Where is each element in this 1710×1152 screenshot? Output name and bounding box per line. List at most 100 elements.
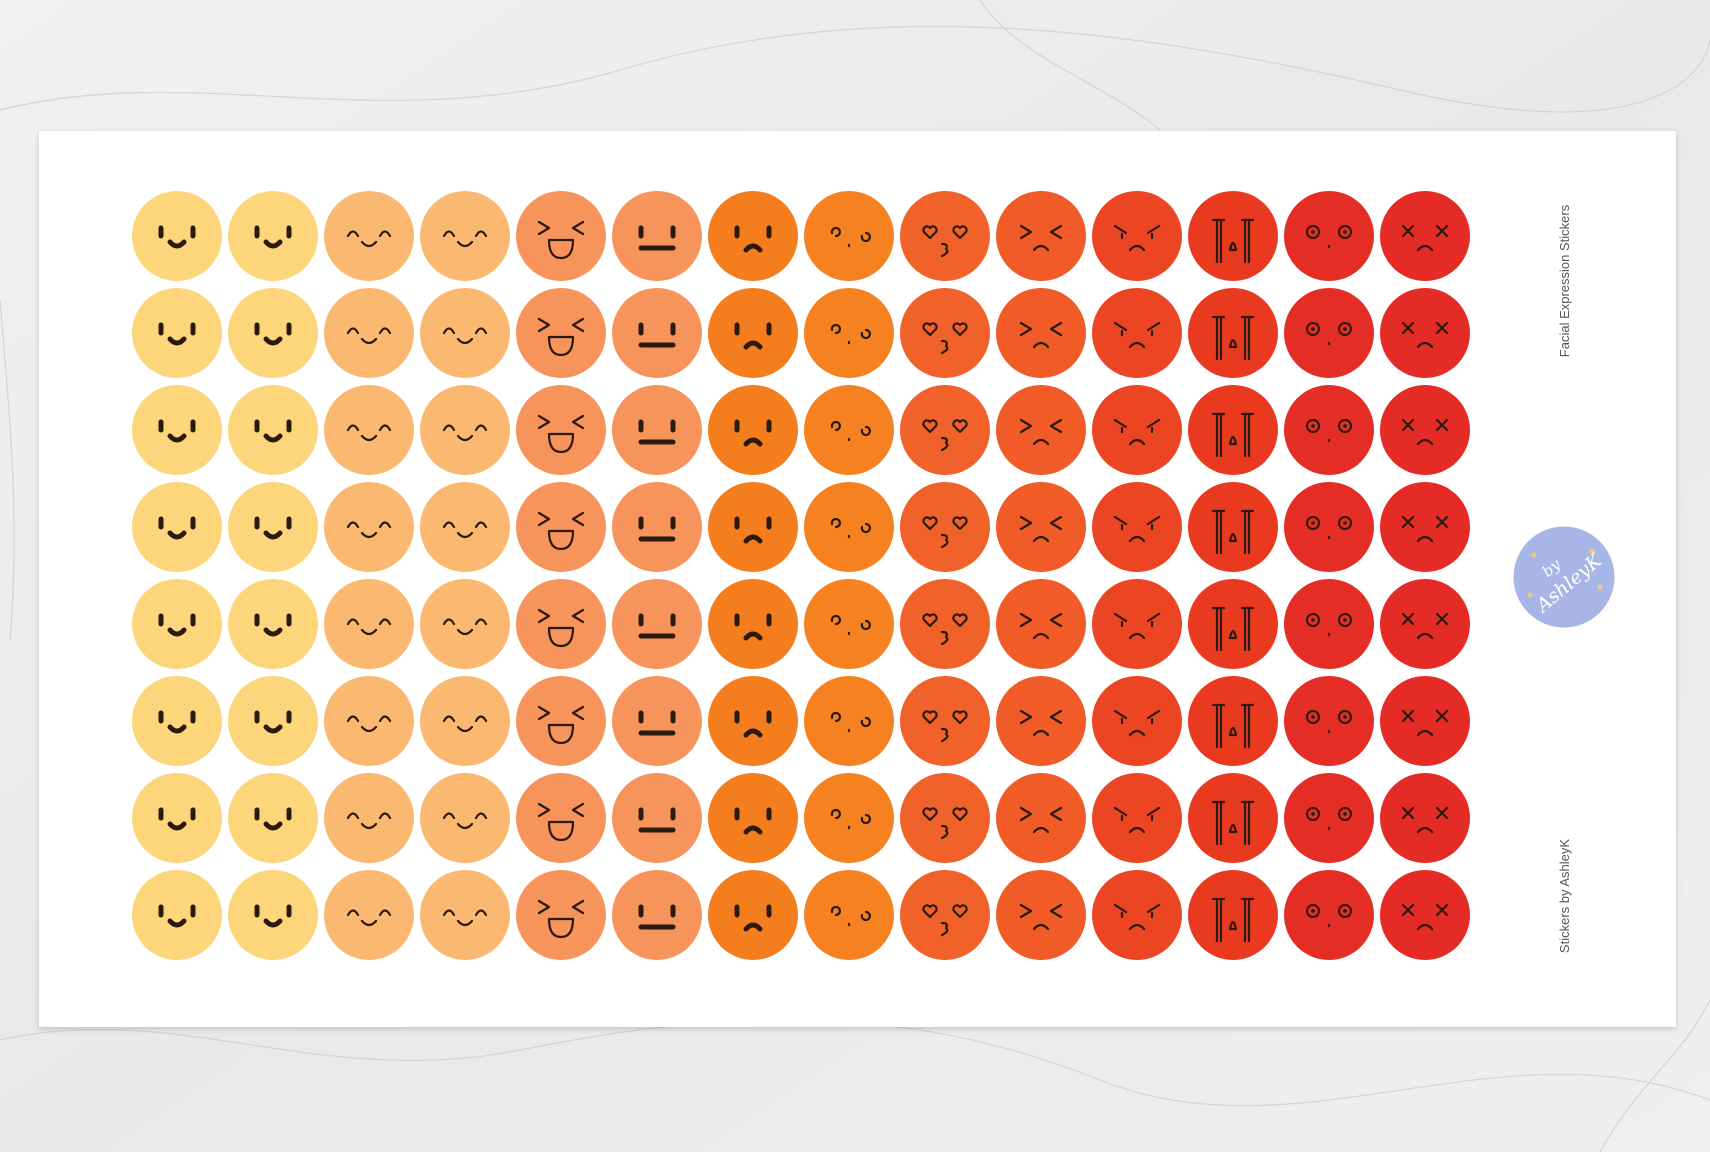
sheet-credit: Stickers by AshleyK xyxy=(1557,839,1572,953)
sticker xyxy=(324,773,414,863)
sticker-circle xyxy=(516,191,606,281)
sticker xyxy=(1092,482,1182,572)
sticker xyxy=(324,579,414,669)
face-eye xyxy=(1338,807,1352,821)
sticker-grid xyxy=(132,191,1470,960)
face xyxy=(638,516,676,542)
sticker-circle xyxy=(1092,773,1182,863)
face xyxy=(158,710,196,734)
sticker-circle xyxy=(1284,676,1374,766)
face xyxy=(638,322,676,348)
face xyxy=(1019,709,1063,737)
face-pupil xyxy=(1343,230,1347,234)
face xyxy=(1113,903,1161,931)
sticker-circle xyxy=(132,773,222,863)
sticker-circle xyxy=(1380,676,1470,766)
face xyxy=(1401,612,1449,640)
sticker-circle xyxy=(996,676,1086,766)
sticker xyxy=(228,288,318,378)
sticker-circle xyxy=(324,579,414,669)
face xyxy=(638,807,676,833)
sticker-circle xyxy=(1092,288,1182,378)
sticker-circle xyxy=(228,482,318,572)
sticker-circle xyxy=(612,191,702,281)
sticker xyxy=(132,870,222,960)
sticker xyxy=(612,773,702,863)
sticker-circle xyxy=(1380,288,1470,378)
sticker-circle xyxy=(1380,870,1470,960)
sticker-circle xyxy=(1284,579,1374,669)
sticker-circle xyxy=(228,191,318,281)
sticker-circle xyxy=(900,870,990,960)
face xyxy=(1211,800,1255,846)
face xyxy=(734,710,772,738)
sticker xyxy=(420,288,510,378)
sticker-circle xyxy=(1092,676,1182,766)
sticker-circle xyxy=(1380,579,1470,669)
face xyxy=(537,608,585,648)
sticker xyxy=(996,288,1086,378)
face xyxy=(158,613,196,637)
sticker-circle xyxy=(324,870,414,960)
face xyxy=(1019,806,1063,834)
sticker-circle xyxy=(324,385,414,475)
sticker-circle xyxy=(1092,191,1182,281)
sticker-circle xyxy=(900,385,990,475)
sticker-circle xyxy=(996,385,1086,475)
face xyxy=(1401,806,1449,834)
sticker xyxy=(1380,870,1470,960)
sticker xyxy=(324,191,414,281)
sticker-circle xyxy=(708,870,798,960)
sticker-circle xyxy=(228,773,318,863)
face xyxy=(1211,218,1255,264)
sticker-circle xyxy=(516,579,606,669)
face xyxy=(254,516,292,540)
sticker xyxy=(1092,579,1182,669)
face xyxy=(158,225,196,249)
sticker xyxy=(1188,288,1278,378)
sticker xyxy=(1284,385,1374,475)
face xyxy=(442,909,488,927)
sticker xyxy=(1092,191,1182,281)
face-pupil xyxy=(1311,327,1315,331)
face-pupil xyxy=(1311,715,1315,719)
sheet-title: Facial Expression Stickers xyxy=(1557,204,1572,357)
sticker-circle xyxy=(420,191,510,281)
face xyxy=(1019,515,1063,543)
face xyxy=(1113,806,1161,834)
sticker xyxy=(708,579,798,669)
sticker-circle xyxy=(324,288,414,378)
face-eye xyxy=(1338,516,1352,530)
sticker xyxy=(900,385,990,475)
face xyxy=(1113,709,1161,737)
sticker-circle xyxy=(516,385,606,475)
face-eye xyxy=(1306,613,1320,627)
sticker-circle xyxy=(420,482,510,572)
sticker xyxy=(1284,773,1374,863)
face xyxy=(1211,315,1255,361)
face-eye xyxy=(1306,322,1320,336)
sticker-circle xyxy=(1380,482,1470,572)
sticker xyxy=(516,870,606,960)
sticker xyxy=(1188,870,1278,960)
sticker xyxy=(804,676,894,766)
face-pupil xyxy=(1311,909,1315,913)
sticker-circle xyxy=(612,288,702,378)
sticker-circle xyxy=(1188,482,1278,572)
face xyxy=(1211,703,1255,749)
sticker-circle xyxy=(996,482,1086,572)
sticker-circle xyxy=(132,676,222,766)
sticker xyxy=(1092,676,1182,766)
sticker-circle xyxy=(612,385,702,475)
sticker-circle xyxy=(804,482,894,572)
face xyxy=(537,705,585,745)
face xyxy=(158,807,196,831)
face xyxy=(922,322,968,355)
face xyxy=(638,419,676,445)
sticker-circle xyxy=(324,773,414,863)
sticker xyxy=(228,191,318,281)
face-pupil xyxy=(1343,909,1347,913)
sticker-circle xyxy=(1284,482,1374,572)
face xyxy=(734,807,772,835)
